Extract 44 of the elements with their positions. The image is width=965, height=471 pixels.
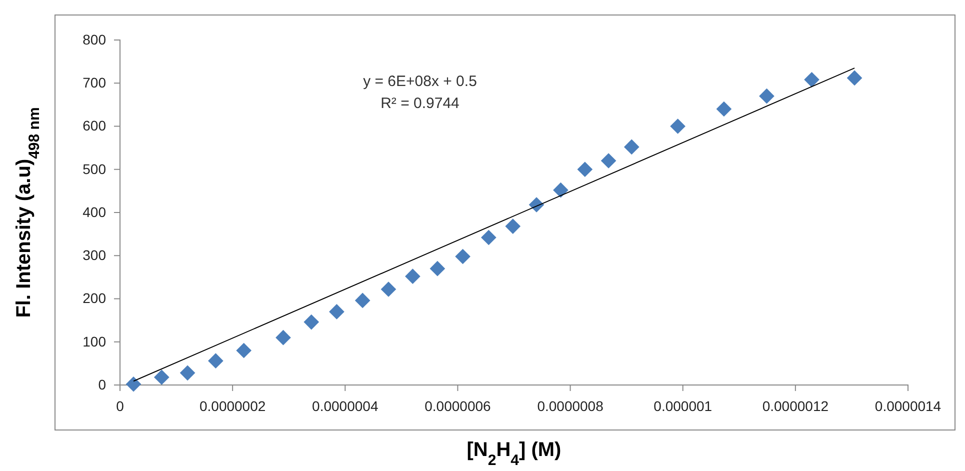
y-tick-label: 200: [82, 290, 106, 306]
point: [505, 218, 521, 234]
point: [430, 260, 446, 276]
point: [154, 370, 170, 385]
point: [180, 365, 196, 381]
x-tick-label: 0.0000004: [312, 398, 378, 414]
annotation: y = 6E+08x + 0.5: [363, 73, 477, 90]
x-tick-label: 0.0000002: [199, 398, 266, 414]
point: [481, 230, 496, 246]
point: [304, 314, 320, 330]
point: [577, 162, 593, 178]
point: [759, 88, 774, 104]
point: [455, 248, 470, 264]
point: [126, 376, 142, 392]
x-tick-label: 0.0000006: [424, 398, 492, 414]
y-tick-label: 800: [82, 31, 106, 48]
x-tick-label: 0.0000012: [762, 398, 829, 414]
point: [380, 282, 396, 297]
point: [846, 70, 862, 86]
x-tick-label: 0: [116, 398, 124, 414]
y-tick-label: 500: [82, 160, 106, 177]
point: [624, 139, 640, 155]
y-tick-label: 300: [82, 247, 106, 264]
y-tick-label: 400: [82, 204, 106, 220]
point: [236, 342, 252, 358]
point: [553, 182, 568, 198]
x-tick-label: 0.0000014: [874, 398, 942, 414]
point: [354, 292, 370, 308]
x-tick-label: 0.0000008: [537, 398, 604, 414]
point: [804, 72, 820, 88]
point: [208, 353, 224, 369]
y-tick-label: 100: [82, 333, 106, 350]
x-axis-title: [N$_{2}$H$_{4}$] (M): [466, 439, 562, 468]
x-tick-label: 0.000001: [654, 398, 712, 414]
point: [276, 330, 291, 346]
y-tick-label: 0: [98, 376, 106, 392]
y-tick-label: 700: [82, 74, 106, 91]
point: [329, 304, 344, 320]
annotation: R² = 0.9744: [380, 95, 460, 112]
point: [670, 118, 686, 134]
point: [600, 153, 616, 168]
point: [405, 268, 420, 284]
y-tick-label: 600: [82, 118, 106, 134]
point: [716, 101, 732, 117]
